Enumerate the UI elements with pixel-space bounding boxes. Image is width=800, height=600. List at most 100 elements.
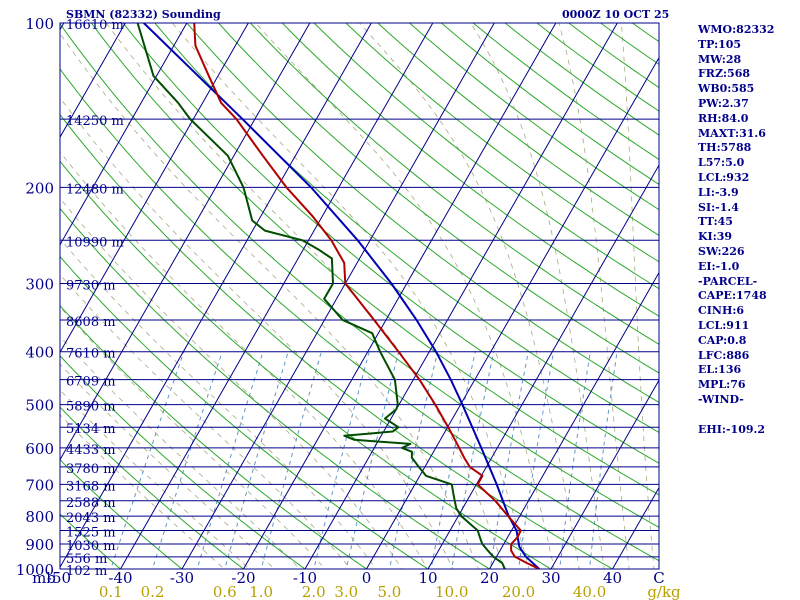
dry-adiabat bbox=[281, 23, 659, 317]
height-label: 5134 m bbox=[66, 422, 116, 437]
temperature-tick-label: 20 bbox=[480, 569, 499, 587]
height-label: 2588 m bbox=[66, 496, 116, 511]
height-label: 12480 m bbox=[66, 182, 124, 197]
mixing-ratio-label: 0.6 bbox=[213, 583, 237, 600]
height-label: 8608 m bbox=[66, 315, 116, 330]
moist-adiabat bbox=[60, 32, 479, 569]
mixing-ratio-label: 0.2 bbox=[141, 583, 165, 600]
mixing-ratio-line bbox=[430, 351, 476, 569]
mixing-ratio-line bbox=[224, 351, 289, 569]
isotherm bbox=[60, 23, 188, 246]
moist-adiabat bbox=[60, 97, 454, 569]
index-item: MPL:76 bbox=[698, 378, 746, 392]
isotherm bbox=[181, 23, 495, 569]
temperature-tick-label: 30 bbox=[541, 569, 560, 587]
index-item: EHI:-109.2 bbox=[698, 422, 765, 436]
moist-adiabat bbox=[60, 151, 428, 569]
dewpoint-trace bbox=[136, 23, 506, 569]
index-item: MAXT:31.6 bbox=[698, 126, 766, 140]
index-item: LCL:932 bbox=[698, 170, 750, 184]
moist-adiabat bbox=[171, 23, 530, 569]
isotherm bbox=[60, 23, 311, 461]
temperature-tick-label: -50 bbox=[47, 569, 71, 587]
dry-adiabat bbox=[122, 23, 659, 464]
index-item: -PARCEL- bbox=[698, 274, 758, 288]
pressure-label: 700 bbox=[25, 476, 54, 494]
mixing-ratio-line bbox=[345, 351, 400, 569]
height-label: 556 m bbox=[66, 552, 107, 567]
dry-adiabat bbox=[90, 23, 659, 496]
dry-adiabat bbox=[60, 406, 245, 569]
temperature-tick-label: -30 bbox=[170, 569, 194, 587]
dry-adiabat bbox=[60, 513, 122, 569]
height-label: 102 m bbox=[66, 564, 107, 579]
isotherm bbox=[120, 23, 434, 569]
dry-adiabat bbox=[186, 23, 659, 403]
height-label: 9730 m bbox=[66, 279, 116, 294]
dry-adiabat bbox=[60, 255, 429, 569]
moist-adiabat bbox=[470, 23, 605, 569]
index-item: PW:2.37 bbox=[698, 96, 749, 110]
mixing-ratio-label: 10.0 bbox=[435, 583, 468, 600]
mixing-ratio-line bbox=[196, 351, 264, 569]
index-item: FRZ:568 bbox=[698, 67, 751, 81]
mixing-ratio-line bbox=[517, 351, 555, 569]
dry-adiabat bbox=[313, 23, 659, 290]
index-item: WMO:82332 bbox=[698, 23, 775, 36]
moist-adiabat bbox=[60, 197, 403, 569]
temperature-tick-label: 40 bbox=[603, 569, 622, 587]
pressure-label: 400 bbox=[25, 344, 54, 362]
isotherm bbox=[0, 23, 2, 569]
index-item: CINH:6 bbox=[698, 304, 745, 318]
mixing-ratio-line bbox=[451, 351, 495, 569]
pressure-label: 1000 bbox=[16, 561, 54, 579]
moist-adiabat bbox=[105, 23, 505, 569]
sounding-profiles bbox=[136, 23, 540, 569]
moist-adiabat bbox=[60, 363, 275, 569]
temperature-tick-label: 10 bbox=[418, 569, 437, 587]
dry-adiabat bbox=[345, 23, 659, 263]
isotherm bbox=[550, 379, 659, 569]
sounding-indices-panel: WMO:82332 TP:105 MW:28 FRZ:568 WB0:585 PW:2.3… bbox=[698, 23, 798, 437]
isotherm bbox=[427, 164, 659, 569]
index-item: TT:45 bbox=[698, 215, 733, 229]
temperature-tick-label: -10 bbox=[293, 569, 317, 587]
index-item: SI:-1.4 bbox=[698, 200, 739, 214]
pressure-label: 500 bbox=[25, 397, 54, 415]
moist-adiabat bbox=[620, 23, 655, 569]
index-item: TP:105 bbox=[698, 37, 742, 51]
index-item: EL:136 bbox=[698, 363, 742, 377]
pressure-unit-label: mb bbox=[32, 569, 56, 587]
isotherm bbox=[304, 23, 618, 569]
pressure-label: 300 bbox=[25, 276, 54, 294]
index-item: CAPE:1748 bbox=[698, 289, 767, 303]
pressure-label: 100 bbox=[25, 15, 54, 33]
height-label: 4433 m bbox=[66, 443, 116, 458]
index-item: SW:226 bbox=[698, 244, 745, 258]
moist-adiabat bbox=[60, 389, 250, 569]
mixing-ratio-label: 5.0 bbox=[377, 583, 401, 600]
mixing-ratio-label: 40.0 bbox=[573, 583, 606, 600]
mixing-ratio-line bbox=[489, 351, 529, 569]
index-item bbox=[698, 408, 798, 423]
dry-adiabat bbox=[60, 160, 552, 569]
height-label: 1030 m bbox=[66, 539, 116, 554]
dry-adiabat bbox=[217, 23, 659, 374]
height-label: 1525 m bbox=[66, 525, 116, 540]
index-item: EI:-1.0 bbox=[698, 259, 740, 273]
dry-adiabat bbox=[60, 355, 306, 569]
mixing-ratio-line bbox=[110, 351, 185, 569]
mixing-ratio-label: 0.1 bbox=[99, 583, 123, 600]
moist-adiabat bbox=[255, 23, 555, 569]
dry-adiabat bbox=[60, 68, 659, 562]
isotherm bbox=[60, 23, 126, 139]
dry-adiabat bbox=[60, 459, 183, 569]
dry-adiabat bbox=[60, 207, 491, 569]
index-item: TH:5788 bbox=[698, 141, 752, 155]
index-item: L57:5.0 bbox=[698, 156, 745, 170]
mixing-ratio-line bbox=[313, 351, 370, 569]
height-label: 3168 m bbox=[66, 479, 116, 494]
mixing-ratio-line bbox=[589, 351, 618, 569]
